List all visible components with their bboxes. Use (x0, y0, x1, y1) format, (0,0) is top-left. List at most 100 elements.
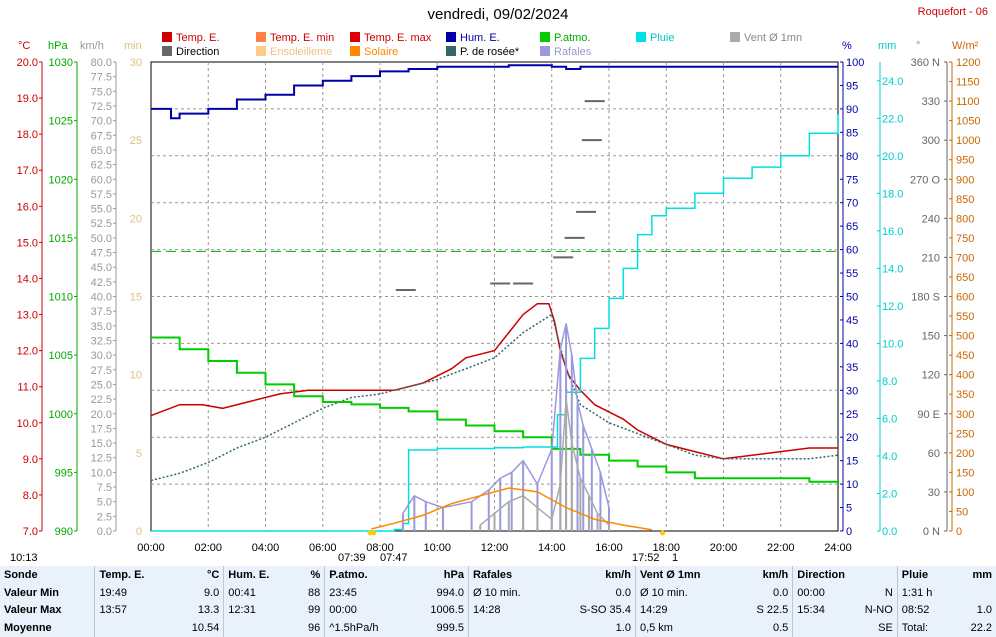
stats-cell: 14:29 (634, 601, 735, 620)
stats-cell: 9.0 (204, 586, 220, 599)
wind-axis-tick-label: 47.5 (91, 248, 112, 260)
wind-axis-tick-label: 57.5 (91, 189, 112, 201)
legend-swatch (446, 32, 456, 42)
pressure-axis-tick-label: 1015 (49, 233, 73, 245)
stats-cell: 00:41 (223, 583, 295, 602)
x-tick-label: 12:00 (481, 542, 509, 554)
stats-cell: 0.0 (772, 586, 789, 599)
legend-item: Pluie (636, 32, 674, 44)
wind-axis-tick-label: 10.0 (91, 467, 112, 479)
left-time: 10:13 (10, 552, 38, 564)
pressure-axis-tick-label: 990 (55, 526, 73, 538)
direction-axis-tick-label: 150 (922, 331, 940, 343)
stats-cell: Ø 10 min. (467, 583, 550, 602)
x-tick-label: 16:00 (595, 542, 623, 554)
solar-axis-tick-label: 250 (956, 428, 974, 440)
sunrise-time-2: 07:47 (380, 552, 408, 564)
solar-axis-tick-label: 0 (956, 526, 962, 538)
stats-cell: N (884, 586, 893, 599)
humidity-axis-tick-label: 10 (846, 479, 858, 491)
stats-cell (223, 619, 295, 637)
solar-axis-tick-label: 450 (956, 350, 974, 362)
sun-axis-tick-label: 0 (136, 526, 142, 538)
direction-axis-tick-label: 60 (928, 448, 940, 460)
stats-cell: 1:31 h (896, 583, 954, 602)
legend-label: Solaire (364, 46, 399, 58)
wind-axis-tick-label: 20.0 (91, 409, 112, 421)
temp-axis-tick-label: 12.0 (17, 346, 38, 358)
wind-axis-tick-label: 2.5 (97, 511, 112, 523)
humidity-axis-tick-label: 5 (846, 503, 852, 515)
pressure-axis-tick-label: 1000 (49, 409, 73, 421)
stats-cell: 00:00 (324, 601, 408, 620)
direction-axis-unit: ° (916, 40, 921, 52)
sun-axis-tick-label: 30 (130, 57, 142, 69)
stats-cell: N-NO (864, 604, 893, 617)
stats-header: km/h (605, 568, 631, 581)
temp-axis-tick-label: 9.0 (23, 454, 38, 466)
rain-axis-tick-label: 0.0 (882, 526, 897, 538)
wind-axis-tick-label: 60.0 (91, 174, 112, 186)
humidity-axis-tick-label: 35 (846, 362, 858, 374)
direction-axis-tick-label: 180 S (911, 292, 940, 304)
stats-cell: Ø 10 min. (634, 583, 735, 602)
stats-header: Hum. E. (223, 566, 295, 584)
station-name: Roquefort - 06 (917, 6, 988, 18)
stats-cell: 23:45 (324, 583, 408, 602)
solar-axis-tick-label: 1000 (956, 135, 980, 147)
legend-swatch (540, 32, 550, 42)
direction-axis-tick-label: 300 (922, 135, 940, 147)
stats-cell: Total: (896, 619, 954, 637)
stats-cell (94, 619, 172, 637)
sunset-marker (660, 530, 666, 536)
series-line-2 (151, 64, 838, 120)
legend-swatch (540, 46, 550, 56)
direction-axis-tick-label: 30 (928, 487, 940, 499)
humidity-axis-tick-label: 100 (846, 57, 864, 69)
legend-swatch (256, 46, 266, 56)
pressure-axis-tick-label: 1010 (49, 292, 73, 304)
stats-cell: SE (878, 622, 893, 635)
stats-header: Vent Ø 1mn (634, 566, 735, 584)
stats-cell: 22.2 (970, 622, 992, 635)
wind-axis-tick-label: 25.0 (91, 379, 112, 391)
wind-axis-tick-label: 37.5 (91, 306, 112, 318)
series-line-4 (151, 114, 839, 532)
wind-axis-tick-label: 52.5 (91, 218, 112, 230)
stats-cell: 1006.5 (430, 604, 464, 617)
stats-cell: 1.0 (615, 622, 631, 635)
stats-header: hPa (443, 568, 464, 581)
x-tick-label: 24:00 (824, 542, 852, 554)
legend-item: Temp. E. (162, 32, 219, 44)
solar-axis-tick-label: 1200 (956, 57, 980, 69)
x-tick-label: 04:00 (252, 542, 280, 554)
x-tick-label: 18:00 (652, 542, 680, 554)
stats-header: km/h (762, 568, 789, 581)
stats-header: % (310, 568, 321, 581)
wind-axis-tick-label: 32.5 (91, 335, 112, 347)
stats-cell: 12:31 (223, 601, 295, 620)
humidity-axis-tick-label: 40 (846, 338, 858, 350)
solar-axis-tick-label: 350 (956, 389, 974, 401)
legend-item: Ensoleilleme (256, 46, 332, 58)
stats-cell (467, 619, 550, 637)
solar-axis-tick-label: 600 (956, 292, 974, 304)
rain-axis-tick-label: 4.0 (882, 451, 897, 463)
legend-label: P.atmo. (554, 32, 591, 44)
legend-swatch (162, 32, 172, 42)
x-tick-label: 02:00 (194, 542, 222, 554)
solar-axis-tick-label: 300 (956, 409, 974, 421)
rain-axis-tick-label: 22.0 (882, 113, 903, 125)
stats-cell: S 22.5 (756, 604, 789, 617)
stats-cell: 10.54 (191, 622, 220, 635)
legend-label: Temp. E. (176, 32, 220, 44)
stats-header-row: Sonde Temp. E. °C Hum. E. % P.atmo. hPa … (0, 566, 996, 584)
legend-label: Direction (176, 46, 220, 58)
humidity-axis-tick-label: 65 (846, 221, 858, 233)
temp-axis-unit: °C (18, 40, 31, 52)
wind-axis-tick-label: 70.0 (91, 116, 112, 128)
wind-axis-tick-label: 22.5 (91, 394, 112, 406)
series-line-1 (150, 313, 839, 482)
pressure-axis-unit: hPa (48, 40, 68, 52)
wind-axis-tick-label: 12.5 (91, 453, 112, 465)
